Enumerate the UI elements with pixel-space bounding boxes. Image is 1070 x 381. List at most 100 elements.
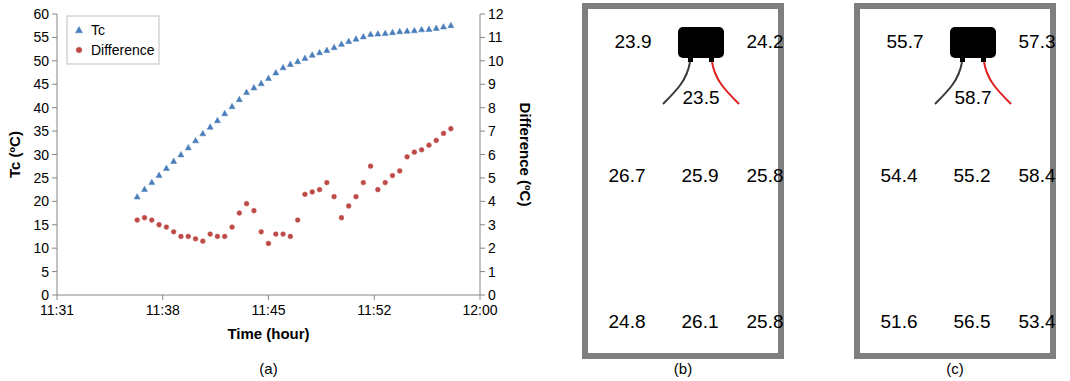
data-point	[149, 218, 154, 223]
y2-tick	[480, 177, 485, 178]
data-point	[134, 194, 140, 199]
data-point	[149, 179, 155, 184]
data-point	[426, 26, 432, 31]
reading: 25.8	[747, 165, 784, 186]
data-point	[164, 225, 169, 230]
sensor	[678, 27, 724, 58]
data-point	[157, 222, 162, 227]
data-point	[200, 239, 205, 244]
y-tick	[52, 295, 57, 296]
y-tick	[52, 84, 57, 85]
y2-tick-label: 1	[488, 264, 496, 280]
data-point	[346, 204, 351, 209]
data-point	[156, 172, 162, 177]
y2-tick-label: 12	[488, 6, 504, 22]
data-point	[171, 229, 176, 234]
caption: (b)	[674, 360, 692, 377]
data-point	[252, 208, 257, 213]
data-point	[265, 75, 271, 80]
data-point	[266, 241, 271, 246]
y-tick-label: 15	[33, 217, 49, 233]
y2-tick	[480, 224, 485, 225]
legend-marker	[76, 27, 83, 33]
y2-tick-label: 7	[488, 123, 496, 139]
data-point	[404, 28, 410, 33]
y-tick	[52, 177, 57, 178]
data-point	[214, 117, 220, 122]
legend-box	[67, 16, 159, 64]
data-point	[375, 187, 380, 192]
data-point	[433, 25, 439, 30]
reading: 55.2	[954, 165, 991, 186]
y2-tick-label: 2	[488, 240, 496, 256]
data-point	[236, 96, 242, 101]
data-point	[427, 143, 432, 148]
data-point	[383, 180, 388, 185]
data-point	[281, 232, 286, 237]
data-point	[171, 158, 177, 163]
y2-tick	[480, 295, 485, 296]
y2-tick-label: 0	[488, 287, 496, 303]
reading: 23.5	[683, 87, 720, 108]
reading: 56.5	[954, 311, 991, 332]
data-point	[389, 29, 395, 34]
diagram: 23.924.223.526.725.925.824.826.125.8(b)	[585, 6, 783, 377]
y-tick	[52, 107, 57, 108]
y2-tick-label: 6	[488, 147, 496, 163]
data-point	[237, 211, 242, 216]
data-point	[185, 144, 191, 149]
data-point	[273, 232, 278, 237]
y2-tick-label: 10	[488, 53, 504, 69]
y2-tick	[480, 107, 485, 108]
reading: 57.3	[1019, 31, 1056, 52]
data-point	[193, 236, 198, 241]
y-tick-label: 30	[33, 147, 49, 163]
y-tick	[52, 37, 57, 38]
x-tick-label: 11:45	[251, 302, 285, 318]
y-tick-label: 0	[41, 287, 49, 303]
reading: 58.7	[955, 87, 992, 108]
data-point	[259, 229, 264, 234]
data-point	[142, 215, 147, 220]
data-point	[397, 28, 403, 33]
reading: 53.4	[1019, 311, 1056, 332]
data-point	[339, 215, 344, 220]
y2-tick-label: 4	[488, 193, 496, 209]
y-tick-label: 60	[33, 6, 49, 22]
y2-tick-label: 8	[488, 100, 496, 116]
y2-tick	[480, 14, 485, 15]
y-tick-label: 35	[33, 123, 49, 139]
data-point	[324, 180, 329, 185]
legend-marker	[76, 47, 82, 53]
data-point	[179, 234, 184, 239]
y-tick-label: 5	[41, 264, 49, 280]
sensor	[950, 27, 996, 58]
data-point	[200, 130, 206, 135]
data-point	[222, 234, 227, 239]
data-point	[360, 33, 366, 38]
data-point	[419, 26, 425, 31]
data-point	[258, 80, 264, 85]
reading: 54.4	[881, 165, 918, 186]
data-point	[448, 22, 454, 27]
x-tick	[162, 295, 163, 300]
y-tick-label: 20	[33, 193, 49, 209]
data-point	[332, 194, 337, 199]
legend-label: Tc	[91, 22, 105, 38]
y-tick-label: 45	[33, 76, 49, 92]
data-point	[338, 41, 344, 46]
reading: 55.7	[887, 31, 924, 52]
data-point	[375, 31, 381, 36]
data-point	[448, 126, 453, 131]
y2-tick	[480, 271, 485, 272]
data-point	[382, 30, 388, 35]
x-tick-label: 11:38	[146, 302, 180, 318]
data-point	[135, 218, 140, 223]
data-point	[251, 85, 257, 90]
y-tick-label: 55	[33, 29, 49, 45]
data-point	[317, 49, 323, 54]
y2-tick	[480, 201, 485, 202]
reading: 26.1	[682, 311, 719, 332]
y2-tick	[480, 154, 485, 155]
y-tick	[52, 224, 57, 225]
